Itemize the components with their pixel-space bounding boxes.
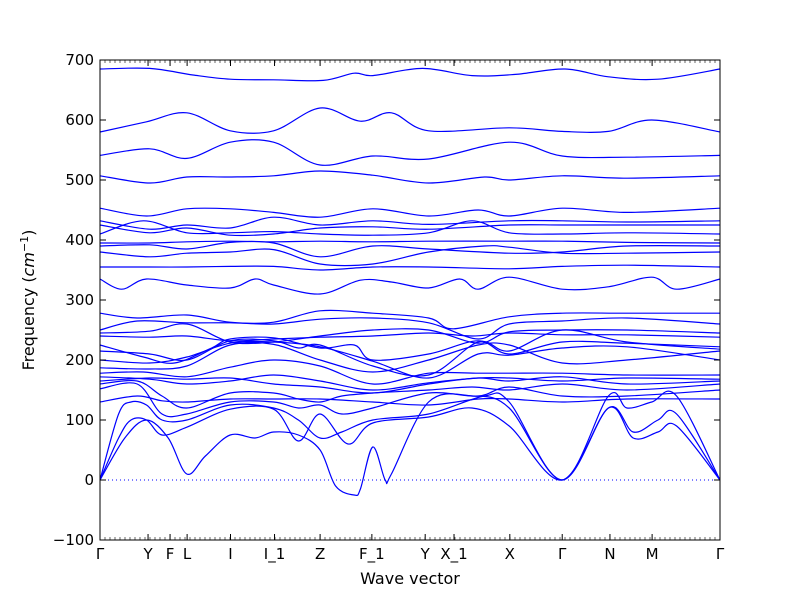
y-tick-label: 600 [65,111,94,129]
branch-line-19 [99,329,721,377]
branch-line-18 [99,336,721,364]
x-tick-label: Y [142,545,153,563]
x-tick-label: I [228,545,232,563]
branch-line-22 [99,359,721,385]
branch-line-26 [99,382,721,418]
branch-line-15 [99,317,721,340]
branch-line-11 [99,245,721,267]
x-tick-label: I_1 [264,545,285,564]
branch-line-13 [99,276,721,295]
x-tick-label: X [505,545,515,563]
y-tick-label: −100 [53,531,94,549]
branch-line-27 [99,395,721,406]
branch-line-29 [99,405,721,481]
y-tick-label: 300 [65,291,94,309]
branch-line-2 [99,107,721,134]
x-tick-label: Γ [716,545,725,563]
x-tick-label: Y [420,545,431,563]
x-tick-label: L [183,545,192,563]
branch-line-8 [99,220,721,236]
y-axis: −100 0 100 200 300 400 500 600 700 [53,51,720,549]
y-tick-label: 500 [65,171,94,189]
y-tick-label: 100 [65,411,94,429]
y-axis-label: Frequency (cm−1) [18,230,38,371]
x-tick-label: N [604,545,615,563]
branch-line-6 [99,216,721,230]
y-tick-label: 0 [84,471,94,489]
branch-line-30 [99,393,721,497]
branch-line-9 [99,240,721,244]
x-tick-label: M [646,545,659,563]
branch-line-1 [99,67,721,82]
branch-line-14 [99,309,720,330]
branch-line-21 [99,341,721,373]
x-tick-label: F_1 [359,545,385,564]
branch-line-25 [99,379,721,409]
branch-line-5 [99,207,721,218]
x-axis: Γ Y F L I I_1 Z F_1 Y X_1 X Γ N M Γ [96,60,725,564]
x-tick-label: F [166,545,175,563]
y-tick-label: 200 [65,351,94,369]
phonon-branches [99,67,721,497]
branch-line-20 [99,340,721,379]
x-axis-label: Wave vector [360,569,460,588]
branch-line-10 [99,240,721,258]
branch-line-7 [99,224,720,237]
y-tick-label: 400 [65,231,94,249]
x-tick-label: X_1 [440,545,467,564]
branch-line-4 [99,170,721,184]
x-tick-label: Γ [96,545,105,563]
y-tick-label: 700 [65,51,94,69]
branch-line-12 [99,264,721,271]
branch-line-3 [99,139,721,166]
branch-line-23 [99,374,721,391]
branch-line-28 [99,390,721,481]
x-tick-label: Z [315,545,325,563]
x-tick-label: Γ [558,545,567,563]
branch-line-17 [99,332,721,342]
